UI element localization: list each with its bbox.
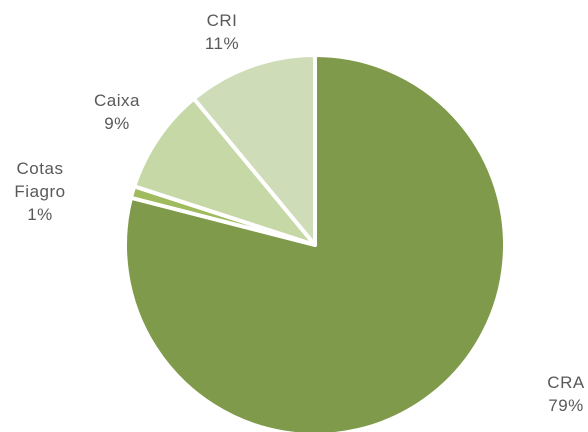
slice-percent: 79% bbox=[548, 396, 584, 415]
slice-percent: 1% bbox=[27, 205, 53, 224]
slice-name: CRI bbox=[207, 11, 238, 30]
slice-name: Caixa bbox=[94, 91, 140, 110]
slice-name: CRA bbox=[547, 373, 585, 392]
slice-label-caixa: Caixa 9% bbox=[94, 91, 140, 133]
slice-name: Cotas bbox=[17, 159, 64, 178]
slice-percent: 11% bbox=[205, 34, 239, 53]
slice-name: Fiagro bbox=[14, 182, 65, 201]
pie-labels: CRA 79% Cotas Fiagro 1% Caixa 9% CRI 11% bbox=[14, 11, 584, 415]
slice-percent: 9% bbox=[104, 114, 130, 133]
pie-slice-cri bbox=[191, 53, 317, 247]
slice-label-cotas-fiagro: Cotas Fiagro 1% bbox=[14, 159, 65, 224]
slice-label-cra: CRA 79% bbox=[547, 373, 585, 415]
pie-slices bbox=[123, 53, 507, 432]
slice-label-cri: CRI 11% bbox=[205, 11, 239, 53]
pie-slice-caixa bbox=[132, 96, 317, 247]
pie-slice-cra bbox=[123, 53, 507, 432]
